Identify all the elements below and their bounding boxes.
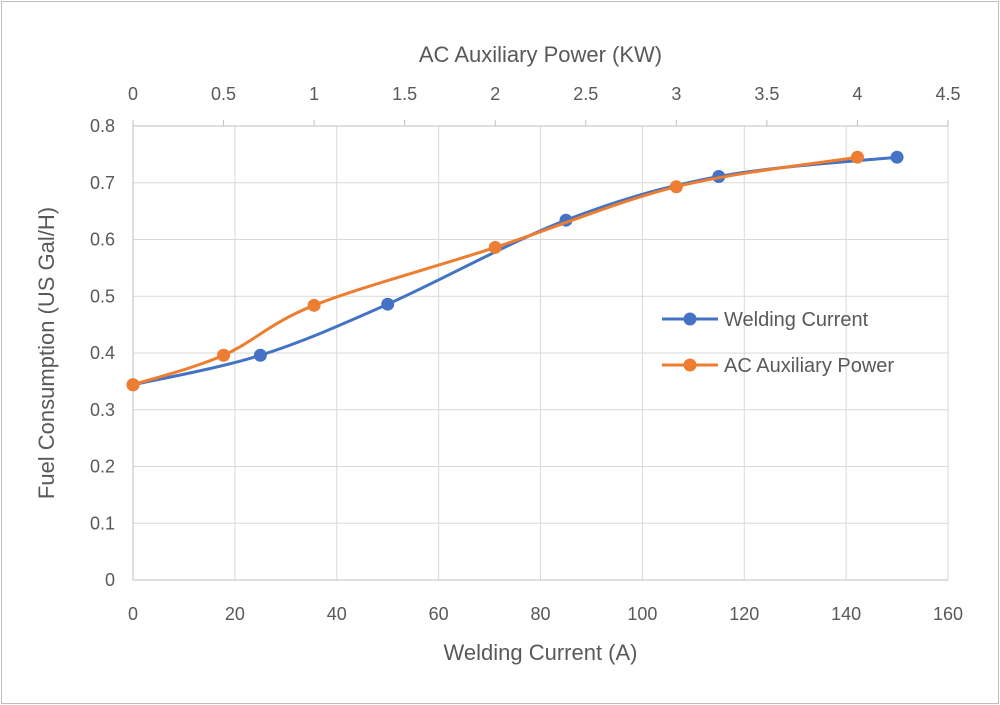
x-axis-top-tick-label: 4.5 [935, 84, 960, 104]
y-axis-tick-label: 0.2 [90, 457, 115, 477]
x-axis-bottom-tick-label: 160 [933, 604, 963, 624]
x-axis-bottom-tick-label: 100 [627, 604, 657, 624]
y-axis-tick-label: 0.7 [90, 173, 115, 193]
x-axis-top-tick-label: 2 [490, 84, 500, 104]
ac-auxiliary-power-point [850, 150, 864, 164]
ac-auxiliary-power-point [307, 298, 321, 312]
x-axis-top-tick-label: 1.5 [392, 84, 417, 104]
x-axis-top-tick-label: 0 [128, 84, 138, 104]
y-axis-tick-label: 0.6 [90, 230, 115, 250]
x-axis-top-tick-label: 3 [671, 84, 681, 104]
welding-current-line [132, 155, 898, 387]
x-axis-bottom-tick-label: 60 [429, 604, 449, 624]
x-axis-bottom-tick-label: 80 [530, 604, 550, 624]
legend-label-ac-auxiliary-power: AC Auxiliary Power [724, 355, 894, 377]
y-axis-tick-label: 0.4 [90, 343, 115, 363]
x-axis-bottom-tick-label: 40 [327, 604, 347, 624]
y-axis-tick-label: 0.1 [90, 513, 115, 533]
y-axis-tick-label: 0.3 [90, 400, 115, 420]
x-axis-bottom-tick-label: 0 [128, 604, 138, 624]
legend-marker-welding-current [683, 312, 697, 326]
ac-auxiliary-power-point [126, 378, 140, 392]
x-axis-top-tick-label: 1 [309, 84, 319, 104]
y-axis-title: Fuel Consumption (US Gal/H) [34, 207, 59, 499]
x-axis-top-tick-label: 3.5 [754, 84, 779, 104]
welding-current-point [381, 297, 395, 311]
y-axis-tick-label: 0 [105, 570, 115, 590]
ac-auxiliary-power-point [488, 240, 502, 254]
y-axis-tick-label: 0.8 [90, 116, 115, 136]
ac-auxiliary-power-point [669, 180, 683, 194]
welding-current-point [890, 150, 904, 164]
ac-auxiliary-power-line [132, 155, 858, 387]
x-axis-top-tick-label: 0.5 [211, 84, 236, 104]
x-axis-bottom-tick-label: 20 [225, 604, 245, 624]
ac-auxiliary-power-point [217, 348, 231, 362]
y-axis-tick-label: 0.5 [90, 286, 115, 306]
legend-marker-ac-auxiliary-power [683, 358, 697, 372]
welding-current-point [253, 348, 267, 362]
x-axis-bottom-title: Welding Current (A) [444, 640, 638, 665]
legend-label-welding-current: Welding Current [724, 309, 869, 331]
x-axis-top-title: AC Auxiliary Power (KW) [419, 42, 662, 67]
x-axis-bottom-tick-label: 140 [831, 604, 861, 624]
x-axis-top-tick-label: 2.5 [573, 84, 598, 104]
x-axis-bottom-tick-label: 120 [729, 604, 759, 624]
x-axis-top-tick-label: 4 [852, 84, 862, 104]
